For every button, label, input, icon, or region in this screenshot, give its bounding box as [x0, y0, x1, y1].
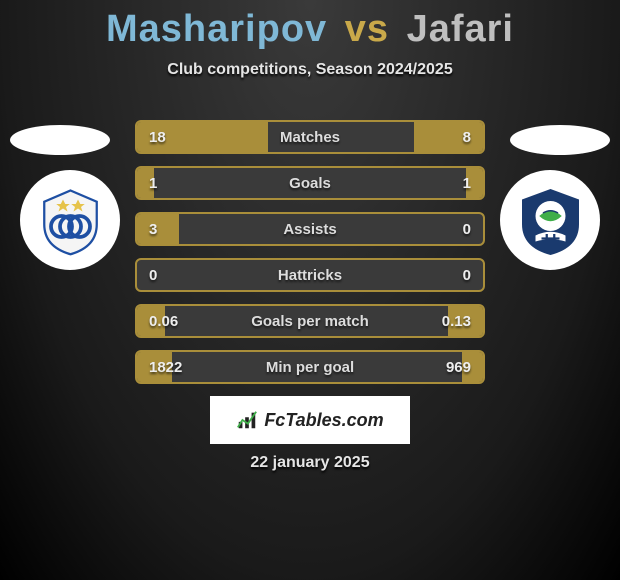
bar-chart-icon: [236, 409, 258, 431]
source-logo-text: FcTables.com: [264, 410, 383, 431]
stat-value-right: 969: [446, 352, 471, 382]
stat-value-right: 0.13: [442, 306, 471, 336]
stat-row: 0 Hattricks 0: [135, 258, 485, 292]
vs-text: vs: [345, 8, 389, 50]
stats-container: 18 Matches 8 1 Goals 1 3 Assists 0 0 Hat…: [135, 120, 485, 396]
player2-name: Jafari: [407, 8, 514, 50]
club-crest-right-icon: [513, 183, 588, 258]
player1-name: Masharipov: [106, 8, 327, 50]
stat-value-right: 0: [463, 260, 471, 290]
stat-value-right: 1: [463, 168, 471, 198]
badge-shadow-left: [10, 125, 110, 155]
comparison-title: Masharipov vs Jafari: [0, 0, 620, 51]
stat-label: Goals: [137, 168, 483, 198]
badge-shadow-right: [510, 125, 610, 155]
club-badge-left: [20, 170, 120, 270]
date-text: 22 january 2025: [0, 454, 620, 472]
subtitle: Club competitions, Season 2024/2025: [0, 61, 620, 79]
stat-value-right: 0: [463, 214, 471, 244]
stat-row: 0.06 Goals per match 0.13: [135, 304, 485, 338]
stat-label: Assists: [137, 214, 483, 244]
source-logo: FcTables.com: [210, 396, 410, 444]
stat-label: Min per goal: [137, 352, 483, 382]
club-crest-left-icon: [33, 183, 108, 258]
club-badge-right: [500, 170, 600, 270]
stat-row: 1822 Min per goal 969: [135, 350, 485, 384]
stat-row: 18 Matches 8: [135, 120, 485, 154]
stat-label: Goals per match: [137, 306, 483, 336]
stat-row: 1 Goals 1: [135, 166, 485, 200]
stat-value-right: 8: [463, 122, 471, 152]
stat-label: Matches: [137, 122, 483, 152]
stat-label: Hattricks: [137, 260, 483, 290]
stat-row: 3 Assists 0: [135, 212, 485, 246]
